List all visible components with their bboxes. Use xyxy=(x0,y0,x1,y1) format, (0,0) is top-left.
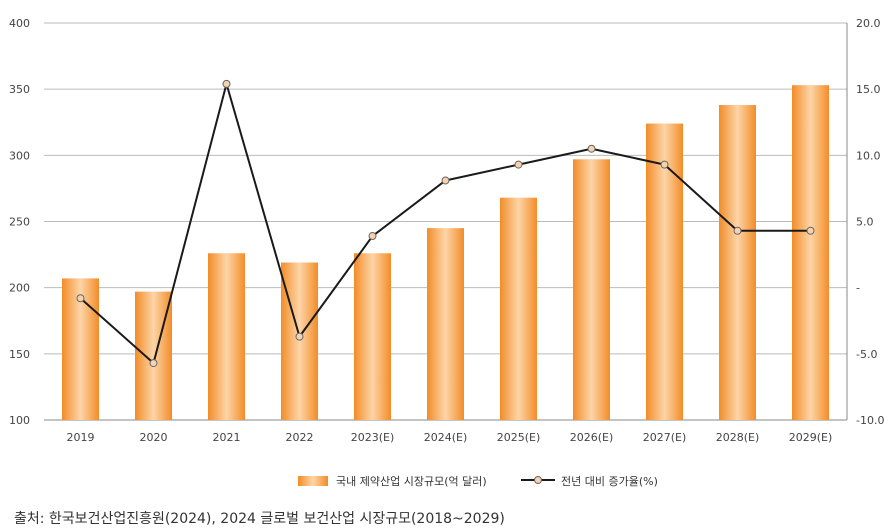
right-axis-ticks: -10.0-5.0-5.010.015.020.0 xyxy=(856,17,884,427)
left-axis-ticks: 100 150 200 250 300 350 400 xyxy=(9,17,30,427)
left-tick-label: 300 xyxy=(9,149,30,162)
legend-bar-swatch xyxy=(298,476,328,486)
x-tick-label: 2028(E) xyxy=(716,431,760,444)
legend-item-bar: 국내 제약산업 시장규모(억 달러) xyxy=(298,474,487,488)
left-tick-label: 100 xyxy=(9,414,30,427)
right-tick-label: -5.0 xyxy=(856,348,877,361)
legend-line-marker xyxy=(534,476,542,484)
x-tick-label: 2025(E) xyxy=(497,431,541,444)
bar-series xyxy=(62,85,829,421)
bar xyxy=(646,123,683,420)
source-note: 출처: 한국보건산업진흥원(2024), 2024 글로벌 보건산업 시장규모(… xyxy=(14,511,505,527)
bar xyxy=(792,85,829,421)
x-tick-label: 2029(E) xyxy=(789,431,833,444)
x-tick-label: 2023(E) xyxy=(351,431,395,444)
line-point xyxy=(149,359,158,368)
legend-item-line: 전년 대비 증가율(%) xyxy=(521,475,658,488)
bar xyxy=(500,197,537,420)
bar xyxy=(427,228,464,420)
x-tick-label: 2019 xyxy=(67,431,95,444)
line-point xyxy=(76,294,85,303)
line-point xyxy=(587,144,596,153)
bar xyxy=(719,105,756,421)
right-tick-label: 10.0 xyxy=(856,149,881,162)
right-tick-label: 15.0 xyxy=(856,83,881,96)
x-tick-label: 2026(E) xyxy=(570,431,614,444)
line-point xyxy=(222,79,231,88)
x-tick-label: 2021 xyxy=(213,431,241,444)
x-tick-label: 2024(E) xyxy=(424,431,468,444)
left-tick-label: 350 xyxy=(9,83,30,96)
line-point xyxy=(441,176,450,185)
line-point xyxy=(514,160,523,169)
legend-bar-label: 국내 제약산업 시장규모(억 달러) xyxy=(336,474,487,488)
left-tick-label: 250 xyxy=(9,216,30,229)
right-tick-label: 20.0 xyxy=(856,17,881,30)
line-series xyxy=(76,79,815,368)
x-tick-label: 2020 xyxy=(140,431,168,444)
x-axis-ticks: 2019 2020 2021 2022 2023(E) 2024(E) 2025(E) 202… xyxy=(67,431,833,444)
right-tick-label: -10.0 xyxy=(856,414,884,427)
left-tick-label: 200 xyxy=(9,282,30,295)
right-tick-label: - xyxy=(856,282,860,295)
line-point xyxy=(660,160,669,169)
line-point xyxy=(295,332,304,341)
right-tick-label: 5.0 xyxy=(856,216,874,229)
bar xyxy=(281,262,318,420)
line-point xyxy=(733,226,742,235)
bar xyxy=(208,253,245,420)
bar xyxy=(354,253,391,420)
bar xyxy=(573,159,610,420)
x-tick-label: 2027(E) xyxy=(643,431,687,444)
line-point xyxy=(368,232,377,241)
legend: 국내 제약산업 시장규모(억 달러) 전년 대비 증가율(%) xyxy=(298,474,658,488)
left-tick-label: 150 xyxy=(9,348,30,361)
x-tick-label: 2022 xyxy=(286,431,314,444)
left-tick-label: 400 xyxy=(9,17,30,30)
legend-line-label: 전년 대비 증가율(%) xyxy=(561,475,658,488)
line-point xyxy=(806,226,815,235)
